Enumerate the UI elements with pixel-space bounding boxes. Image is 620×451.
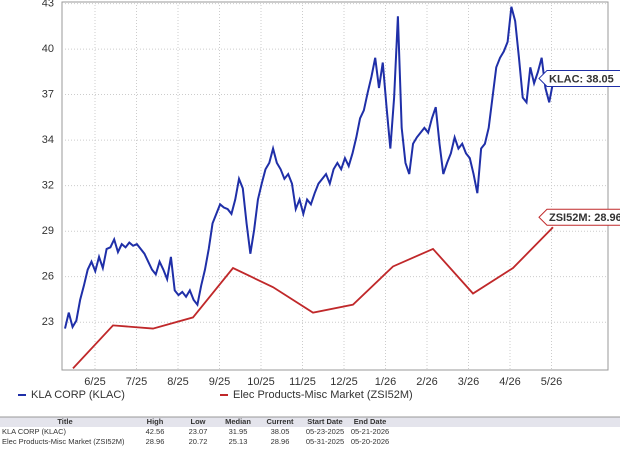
y-tick-label: 29 [42,225,54,237]
table-cell: 38.05 [271,427,290,436]
table-header: Start Date [307,417,342,426]
table-header: End Date [354,417,387,426]
table-cell: 05-31-2025 [306,437,344,446]
table-cell: 20.72 [189,437,208,446]
x-tick-label: 1/26 [375,376,396,388]
x-tick-label: 10/25 [247,376,275,388]
table-header-bg [0,417,620,427]
y-tick-label: 34 [42,134,54,146]
table-cell: 28.96 [271,437,290,446]
end-label: ZSI52M: 28.96 [549,212,620,224]
x-tick-label: 4/26 [499,376,520,388]
table-cell: 23.07 [189,427,208,436]
table-cell: 28.96 [146,437,165,446]
series-line [72,226,554,370]
table-cell: 31.95 [229,427,248,436]
y-tick-label: 37 [42,88,54,100]
table-cell: Elec Products-Misc Market (ZSI52M) [2,437,125,446]
table-cell: 05-23-2025 [306,427,344,436]
table-cell: KLA CORP (KLAC) [2,427,67,436]
x-tick-label: 5/26 [541,376,562,388]
summary-table: Title High Low Median Current Start Date End D… [0,416,620,446]
table-header: High [147,417,164,426]
x-tick-label: 2/26 [416,376,437,388]
legend-label: Elec Products-Misc Market (ZSI52M) [233,389,413,401]
x-tick-label: 9/25 [209,376,230,388]
y-tick-label: 32 [42,180,54,192]
legend-label: KLA CORP (KLAC) [31,389,125,401]
table-cell: 25.13 [229,437,248,446]
end-label-box [538,208,620,226]
y-tick-label: 43 [42,0,54,9]
end-label: KLAC: 38.05 [549,73,614,85]
y-tick-label: 23 [42,316,54,328]
table-cell: 05-21-2026 [351,427,389,436]
x-tick-label: 3/26 [458,376,479,388]
end-label-box [538,69,620,87]
x-tick-label: 12/25 [330,376,358,388]
x-tick-label: 11/25 [289,376,316,388]
table-header: Current [266,417,294,426]
series-line [64,6,554,330]
x-tick-label: 6/25 [84,376,105,388]
table-header: Median [225,417,251,426]
y-tick-label: 40 [42,43,54,55]
table-header: Title [57,417,72,426]
x-tick-label: 8/25 [167,376,188,388]
table-header: Low [191,417,206,426]
x-tick-label: 7/25 [126,376,147,388]
table-cell: 42.56 [146,427,165,436]
y-tick-label: 26 [42,271,54,283]
table-cell: 05-20-2026 [351,437,389,446]
